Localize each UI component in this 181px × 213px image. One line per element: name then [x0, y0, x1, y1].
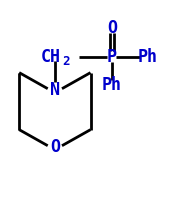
Text: O: O — [107, 19, 117, 37]
Text: Ph: Ph — [102, 76, 122, 94]
Text: Ph: Ph — [138, 47, 157, 66]
Text: CH: CH — [40, 47, 60, 66]
Text: O: O — [50, 138, 60, 156]
Text: 2: 2 — [63, 55, 70, 68]
Text: P: P — [107, 47, 117, 66]
Text: N: N — [50, 81, 60, 99]
